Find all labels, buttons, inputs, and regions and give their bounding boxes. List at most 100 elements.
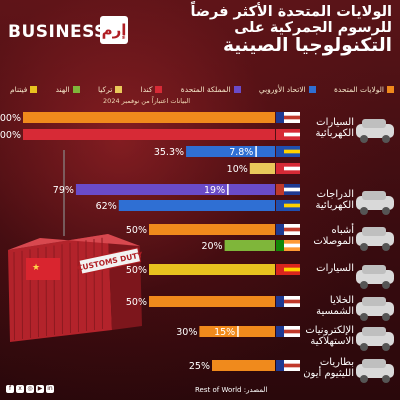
data-date-note: البيانات اعتباراً من نوفمبر 2024: [103, 97, 190, 105]
bar-flag: [276, 240, 300, 251]
brand-logo: إرم: [100, 16, 128, 44]
legend-swatch: [233, 85, 241, 93]
legend-swatch: [308, 85, 316, 93]
legend-label: تركيا: [97, 84, 113, 94]
container-rib: [85, 240, 87, 332]
bar-layer: 100% 100% 7.8% 35.3% 10%19% 79% 62% 50% 20% 50% 50…: [0, 112, 300, 372]
bar-value-label: 50%: [126, 265, 147, 276]
electric-car-icon: [352, 114, 400, 146]
bar-value-label: 100%: [0, 113, 21, 124]
container-rib: [13, 251, 15, 341]
bar: [149, 296, 275, 307]
brand: BUSINESS إرم: [8, 10, 130, 50]
social-links: f x ◎ ▶ in: [6, 385, 54, 393]
instagram-icon[interactable]: ◎: [26, 385, 34, 393]
legend-swatch: [387, 85, 394, 93]
bar: [149, 224, 275, 235]
bar-flag: [276, 163, 300, 174]
legend-item: الهند: [56, 85, 80, 94]
customs-stamp: [78, 247, 142, 275]
bar: [75, 184, 275, 195]
legend-label: فيتنام: [10, 84, 28, 94]
bar-flag: [276, 224, 300, 235]
x-icon[interactable]: x: [16, 385, 24, 393]
legend-item: كندا: [141, 85, 163, 94]
bar: [149, 264, 275, 275]
bar-base-label: 19%: [204, 185, 225, 196]
china-flag: [26, 258, 60, 280]
bar-flag: [276, 200, 300, 211]
title-line-1: الولايات المتحدة الأكثر فرضاً: [190, 4, 392, 20]
bar-base-marker: [237, 326, 239, 337]
legend-label: الهند: [55, 84, 70, 94]
container-rib: [93, 238, 95, 331]
legend-label: المملكة المتحدة: [180, 84, 231, 94]
bar: [212, 360, 275, 371]
container-illustration: ★ CUSTOMS DUTY: [8, 150, 144, 342]
bar-value-label: 50%: [126, 297, 147, 308]
container-rib: [101, 237, 103, 330]
container-rib: [77, 241, 79, 333]
legend-swatch: [115, 85, 123, 93]
source-note: المصدر: Rest of World: [195, 386, 268, 394]
youtube-icon[interactable]: ▶: [36, 385, 44, 393]
container-top: [8, 234, 140, 250]
bar: [23, 129, 275, 140]
container-rib: [61, 244, 63, 335]
chip-icon: [352, 222, 400, 254]
legend-label: كندا: [140, 84, 153, 94]
title-line-3: التكنولوجيا الصينية: [223, 35, 392, 57]
bar-flag: [276, 129, 300, 140]
bar-base-label: 15%: [214, 327, 235, 338]
legend-swatch: [72, 85, 80, 93]
legend-item: الاتحاد الأوروبي: [259, 85, 316, 94]
bar-value-label: 62%: [96, 201, 117, 212]
legend-item: تركيا: [97, 84, 123, 94]
facebook-icon[interactable]: f: [6, 385, 14, 393]
bar-value-label: 50%: [126, 225, 147, 236]
bar: [23, 112, 275, 123]
category-label: الإلكترونيات الاستهلاكية: [305, 325, 354, 347]
bar-base-marker: [255, 146, 257, 157]
bar-flag: [276, 360, 300, 371]
legend-swatch: [155, 85, 163, 93]
chart-title: الولايات المتحدة الأكثر فرضاً للرسوم الج…: [142, 4, 392, 57]
container-rib: [69, 242, 71, 334]
solar-panel-icon: [352, 292, 400, 324]
bar-value-label: 10%: [227, 164, 248, 175]
bar-flag: [276, 326, 300, 337]
legend-item: فيتنام: [10, 84, 38, 94]
title-line-2: للرسوم الجمركية على: [234, 20, 392, 37]
legend-item: الولايات المتحدة: [334, 85, 394, 94]
category-label: أشباه الموصلات: [313, 225, 354, 247]
chart-legend: الولايات المتحدة الاتحاد الأوروبي المملكة …: [10, 83, 394, 95]
e-bike-icon: [352, 186, 400, 218]
bar-flag: [276, 264, 300, 275]
bar-value-label: 25%: [189, 361, 210, 372]
bar-base-label: 7.8%: [229, 147, 253, 158]
battery-icon: [352, 354, 400, 386]
container-front: [8, 234, 112, 342]
linkedin-icon[interactable]: in: [46, 385, 54, 393]
bar-value-label: 79%: [53, 185, 74, 196]
legend-label: الولايات المتحدة: [333, 84, 384, 94]
category-label: الخلايا الشمسية: [316, 295, 354, 317]
category-label: السيارات: [316, 263, 354, 274]
bar-value-label: 35.3%: [154, 147, 184, 158]
category-label: الدراجات الكهربائية: [315, 189, 354, 211]
bar-value-label: 100%: [0, 130, 21, 141]
container-rib: [21, 250, 23, 340]
bar: [224, 240, 275, 251]
bar-base-marker: [227, 184, 229, 195]
legend-swatch: [30, 85, 38, 93]
legend-item: المملكة المتحدة: [181, 85, 241, 94]
bar: [186, 146, 275, 157]
bar-flag: [276, 296, 300, 307]
flag-star: ★: [32, 263, 40, 273]
bar: [249, 163, 275, 174]
appliances-icon: [352, 322, 400, 354]
category-label: السيارات الكهربائية: [315, 117, 354, 139]
brand-wordmark: BUSINESS: [8, 22, 107, 42]
bar-flag: [276, 112, 300, 123]
